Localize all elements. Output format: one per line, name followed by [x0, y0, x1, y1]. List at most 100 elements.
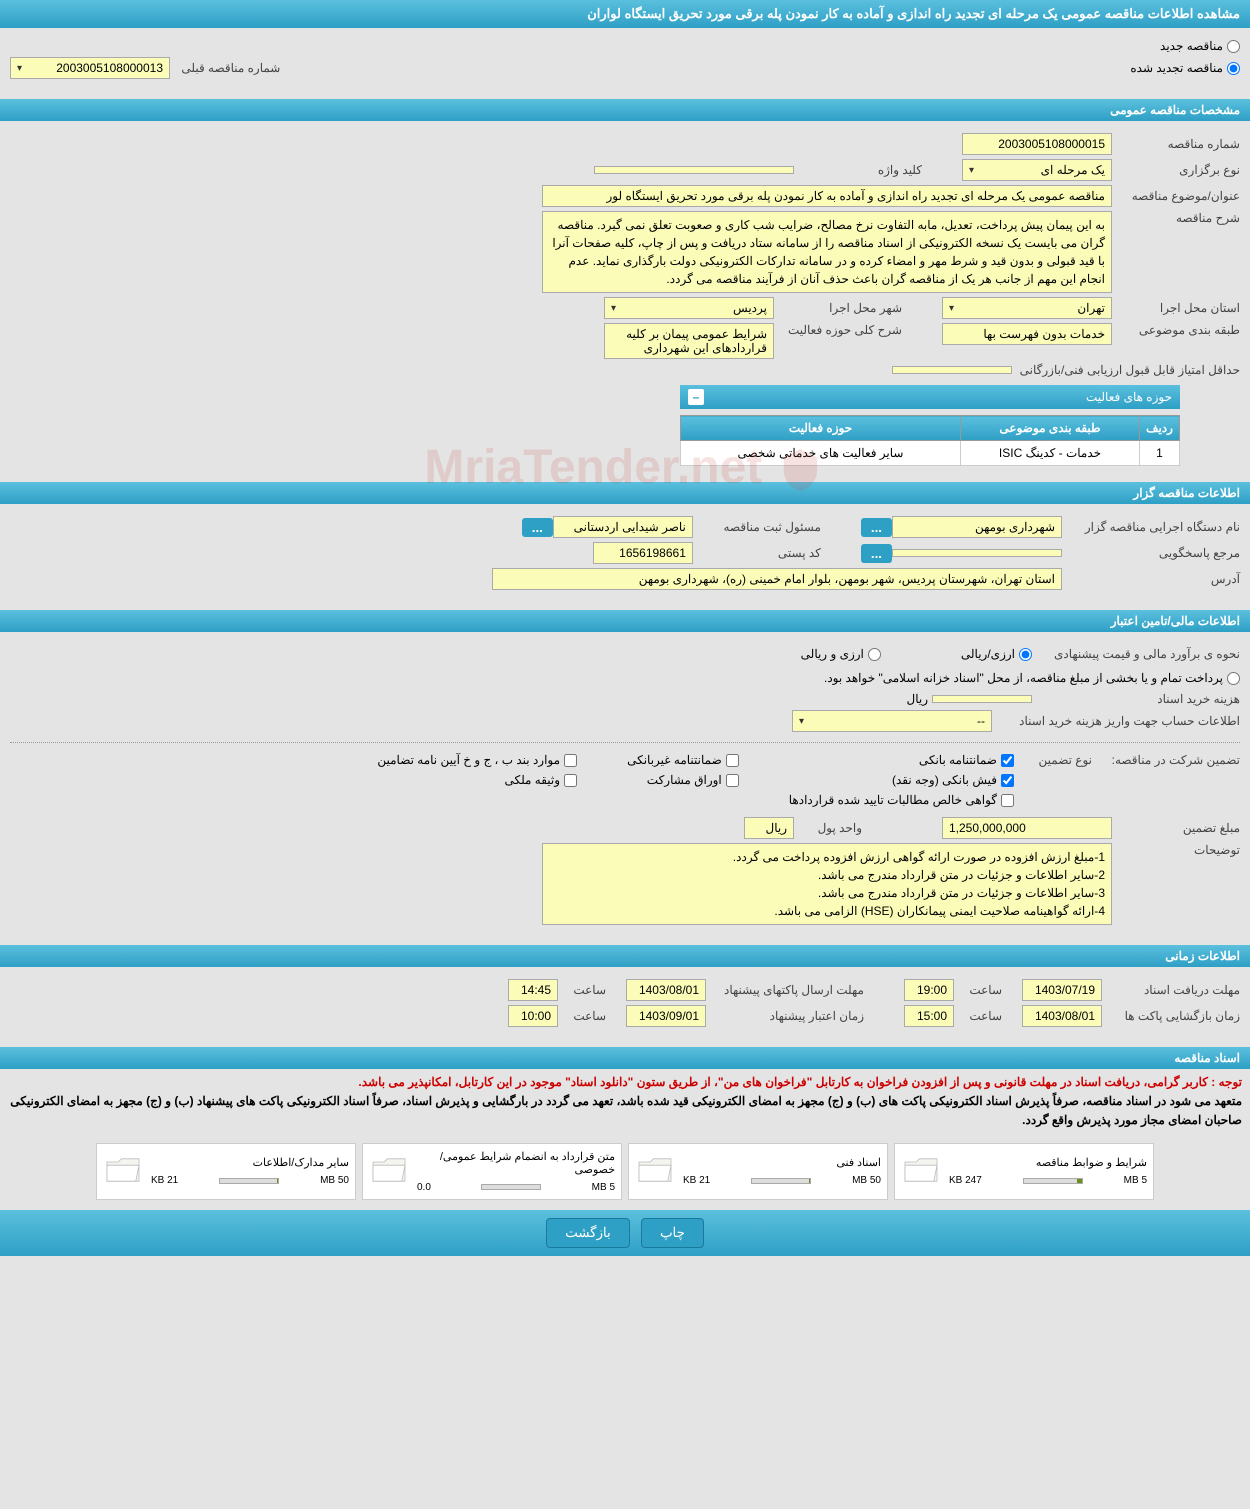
- registrar-label: مسئول ثبت مناقصه: [701, 520, 821, 534]
- doc-title: متن قرارداد به انضمام شرایط عمومی/خصوصی: [417, 1150, 615, 1176]
- print-button[interactable]: چاپ: [641, 1218, 704, 1248]
- province-label: استان محل اجرا: [1120, 301, 1240, 315]
- radio-rial[interactable]: ارزی/ریالی: [961, 647, 1032, 661]
- notes-label: توضیحات: [1120, 843, 1240, 857]
- radio-renewed-tender[interactable]: مناقصه تجدید شده: [1130, 61, 1240, 75]
- chevron-down-icon: ▾: [799, 716, 804, 727]
- registrar-lookup-button[interactable]: ...: [522, 518, 553, 537]
- folder-icon: [103, 1154, 143, 1189]
- city-select[interactable]: پردیس▾: [604, 297, 774, 319]
- doc-title: اسناد فنی: [683, 1156, 881, 1169]
- receive-deadline-label: مهلت دریافت اسناد: [1110, 983, 1240, 997]
- province-select[interactable]: تهران▾: [942, 297, 1112, 319]
- doc-title: شرایط و ضوابط مناقصه: [949, 1156, 1147, 1169]
- currency-label: واحد پول: [802, 821, 862, 835]
- account-select[interactable]: --▾: [792, 710, 992, 732]
- keyword-label: کلید واژه: [802, 163, 922, 177]
- check-g4[interactable]: فیش بانکی (وجه نقد): [789, 773, 1014, 787]
- currency-field: ریال: [744, 817, 794, 839]
- validity-date: 1403/09/01: [626, 1005, 706, 1027]
- activity-table: ردیف طبقه بندی موضوعی حوزه فعالیت 1خدمات…: [680, 415, 1180, 466]
- desc-label: شرح مناقصه: [1120, 211, 1240, 225]
- responder-label: مرجع پاسخگویی: [1070, 546, 1240, 560]
- activity-desc-field: شرایط عمومی پیمان بر کلیه قراردادهای این…: [604, 323, 774, 359]
- address-label: آدرس: [1070, 572, 1240, 586]
- type-label: نوع برگزاری: [1120, 163, 1240, 177]
- validity-label: زمان اعتبار پیشنهاد: [714, 1009, 864, 1023]
- notes-field: 1-مبلغ ارزش افزوده در صورت ارائه گواهی ا…: [542, 843, 1112, 925]
- chevron-down-icon: ▾: [611, 303, 616, 314]
- open-time: 15:00: [904, 1005, 954, 1027]
- doc-card[interactable]: اسناد فنی50 MB21 KB: [628, 1143, 888, 1200]
- radio-new-label: مناقصه جدید: [1160, 39, 1223, 53]
- docs-notice-1: توجه : کاربر گرامی، دریافت اسناد در مهلت…: [358, 1075, 1242, 1089]
- check-g3[interactable]: موارد بند ب ، ج و خ آیین نامه تضامین: [377, 753, 577, 767]
- doc-card[interactable]: شرایط و ضوابط مناقصه5 MB247 KB: [894, 1143, 1154, 1200]
- subject-label: عنوان/موضوع مناقصه: [1120, 189, 1240, 203]
- radio-renewed-label: مناقصه تجدید شده: [1130, 61, 1223, 75]
- open-date: 1403/08/01: [1022, 1005, 1102, 1027]
- exec-field: شهرداری بومهن: [892, 516, 1062, 538]
- col-activity: حوزه فعالیت: [681, 416, 961, 441]
- postal-label: کد پستی: [701, 546, 821, 560]
- col-category: طبقه بندی موضوعی: [961, 416, 1140, 441]
- exec-label: نام دستگاه اجرایی مناقصه گزار: [1070, 520, 1240, 534]
- back-button[interactable]: بازگشت: [546, 1218, 630, 1248]
- col-row: ردیف: [1140, 416, 1180, 441]
- activity-table-header: حوزه های فعالیت –: [680, 385, 1180, 409]
- city-label: شهر محل اجرا: [782, 301, 902, 315]
- number-field: 2003005108000015: [962, 133, 1112, 155]
- type-select[interactable]: یک مرحله ای▾: [962, 159, 1112, 181]
- amount-label: مبلغ تضمین: [1120, 821, 1240, 835]
- check-g5[interactable]: اوراق مشارکت: [627, 773, 739, 787]
- hour-label-1: ساعت: [962, 983, 1002, 997]
- guarantee-type-label: نوع تضمین: [1022, 753, 1092, 767]
- receive-time: 19:00: [904, 979, 954, 1001]
- submit-time: 14:45: [508, 979, 558, 1001]
- prev-number-label: شماره مناقصه قبلی: [181, 61, 280, 75]
- min-score-field[interactable]: [892, 366, 1012, 374]
- check-g1[interactable]: ضمانتنامه بانکی: [789, 753, 1014, 767]
- hour-label-3: ساعت: [962, 1009, 1002, 1023]
- collapse-icon[interactable]: –: [688, 389, 704, 405]
- payment-note-check[interactable]: پرداخت تمام و یا بخشی از مبلغ مناقصه، از…: [824, 671, 1240, 685]
- account-label: اطلاعات حساب جهت واریز هزینه خرید اسناد: [1000, 714, 1240, 728]
- chevron-down-icon: ▾: [969, 165, 974, 176]
- validity-time: 10:00: [508, 1005, 558, 1027]
- exec-lookup-button[interactable]: ...: [861, 518, 892, 537]
- radio-new-tender[interactable]: مناقصه جدید: [10, 39, 1240, 53]
- radio-currency[interactable]: ارزی و ریالی: [801, 647, 881, 661]
- estimate-label: نحوه ی برآورد مالی و قیمت پیشنهادی: [1040, 647, 1240, 661]
- chevron-down-icon: ▾: [949, 303, 954, 314]
- rial-unit: ریال: [906, 692, 928, 706]
- submit-date: 1403/08/01: [626, 979, 706, 1001]
- check-g2[interactable]: ضمانتنامه غیربانکی: [627, 753, 739, 767]
- keyword-field[interactable]: [594, 166, 794, 174]
- responder-field[interactable]: [892, 549, 1062, 557]
- doc-card[interactable]: متن قرارداد به انضمام شرایط عمومی/خصوصی5…: [362, 1143, 622, 1200]
- open-label: زمان بازگشایی پاکت ها: [1110, 1009, 1240, 1023]
- desc-field: به این پیمان پیش پرداخت، تعدیل، مابه الت…: [542, 211, 1112, 293]
- section-organizer: اطلاعات مناقصه گزار: [0, 482, 1250, 504]
- activity-desc-label: شرح کلی حوزه فعالیت: [782, 323, 902, 337]
- registrar-field: ناصر شیدایی اردستانی: [553, 516, 693, 538]
- doc-cost-field[interactable]: [932, 695, 1032, 703]
- section-timing: اطلاعات زمانی: [0, 945, 1250, 967]
- doc-title: سایر مدارک/اطلاعات: [151, 1156, 349, 1169]
- check-g7[interactable]: گواهی خالص مطالبات تایید شده قراردادها: [789, 793, 1014, 807]
- subject-field: مناقصه عمومی یک مرحله ای تجدید راه انداز…: [542, 185, 1112, 207]
- table-row: 1خدمات - کدینگ ISICسایر فعالیت های خدمات…: [681, 441, 1180, 466]
- folder-icon: [635, 1154, 675, 1189]
- doc-card[interactable]: سایر مدارک/اطلاعات50 MB21 KB: [96, 1143, 356, 1200]
- page-title: مشاهده اطلاعات مناقصه عمومی یک مرحله ای …: [0, 0, 1250, 28]
- category-field: خدمات بدون فهرست بها: [942, 323, 1112, 345]
- check-g6[interactable]: وثیقه ملکی: [377, 773, 577, 787]
- category-label: طبقه بندی موضوعی: [1120, 323, 1240, 337]
- min-score-label: حداقل امتیاز قابل قبول ارزیابی فنی/بازرگ…: [1020, 363, 1240, 377]
- folder-icon: [369, 1154, 409, 1189]
- folder-icon: [901, 1154, 941, 1189]
- responder-lookup-button[interactable]: ...: [861, 544, 892, 563]
- bottom-bar: چاپ بازگشت: [0, 1210, 1250, 1256]
- submit-deadline-label: مهلت ارسال پاکتهای پیشنهاد: [714, 983, 864, 997]
- prev-number-select[interactable]: 2003005108000013▾: [10, 57, 170, 79]
